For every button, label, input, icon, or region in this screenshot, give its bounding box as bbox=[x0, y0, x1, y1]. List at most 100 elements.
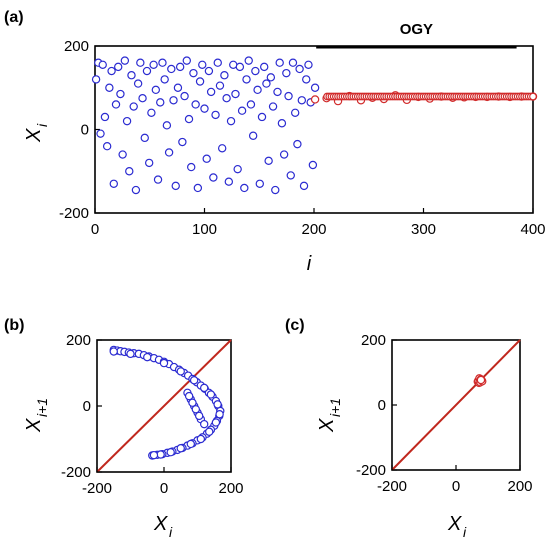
panel-c-xlabel: X i bbox=[447, 513, 467, 540]
chaotic-point bbox=[297, 96, 307, 105]
chaotic-point bbox=[242, 75, 251, 84]
panel-c-ticks: -200 0 200 -200 0 200 bbox=[356, 332, 533, 495]
chaotic-point bbox=[182, 56, 191, 65]
chaotic-point bbox=[206, 87, 216, 97]
chaotic-point bbox=[111, 100, 121, 109]
chaotic-point bbox=[171, 181, 180, 191]
chaotic-point bbox=[175, 62, 185, 72]
chaotic-point bbox=[253, 85, 262, 95]
chaotic-point bbox=[156, 98, 165, 107]
panel-c-ylabel-main: X bbox=[316, 418, 338, 433]
chaotic-point bbox=[149, 60, 158, 69]
panel-a-points bbox=[91, 56, 538, 195]
chaotic-point bbox=[310, 83, 320, 92]
chaotic-point bbox=[277, 119, 287, 128]
return-map-point bbox=[205, 427, 214, 436]
return-map-point bbox=[215, 410, 224, 419]
chaotic-point bbox=[213, 58, 222, 67]
panel-b-xtick-label: -200 bbox=[82, 480, 112, 497]
chaotic-point bbox=[120, 56, 130, 65]
panel-c-xtick-label: -200 bbox=[377, 478, 407, 495]
panel-c-label: (c) bbox=[285, 317, 305, 334]
chaotic-point bbox=[304, 60, 313, 69]
panel-b-ytick-label: 0 bbox=[83, 398, 91, 415]
panel-b: (b) -200 0 200 -200 0 200 X i X i+1 bbox=[4, 317, 244, 540]
panel-a-xtick-label: 100 bbox=[192, 221, 217, 238]
chaotic-point bbox=[224, 177, 234, 186]
return-map-point bbox=[156, 450, 165, 459]
chaotic-point bbox=[144, 158, 154, 168]
panel-a-ytick-label: 0 bbox=[81, 122, 89, 139]
chaotic-point bbox=[96, 129, 105, 138]
panel-c-ytick-label: 0 bbox=[378, 397, 386, 414]
chaotic-point bbox=[102, 141, 112, 151]
chaotic-point bbox=[140, 133, 149, 143]
chaotic-point bbox=[273, 87, 282, 97]
chaotic-point bbox=[231, 89, 240, 99]
chaotic-point bbox=[246, 100, 256, 109]
chaotic-point bbox=[217, 144, 227, 153]
chaotic-point bbox=[153, 175, 163, 184]
return-map-point bbox=[186, 439, 195, 449]
chaotic-point bbox=[193, 183, 203, 193]
chaotic-point bbox=[122, 116, 132, 126]
panel-c-ytick-label: 200 bbox=[361, 332, 386, 349]
return-map-point bbox=[176, 367, 185, 376]
panel-b-label: (b) bbox=[4, 317, 24, 334]
panel-a-ytick-label: 200 bbox=[64, 38, 89, 55]
panel-a-ylabel: X i bbox=[23, 123, 50, 143]
return-map-point bbox=[109, 347, 118, 356]
chaotic-point bbox=[282, 68, 291, 78]
chaotic-point bbox=[184, 114, 194, 124]
chaotic-point bbox=[191, 100, 200, 109]
panel-a-ytick-label: -200 bbox=[59, 205, 89, 222]
return-map-point bbox=[189, 376, 199, 385]
chaotic-point bbox=[260, 62, 269, 72]
return-map-point bbox=[194, 411, 204, 421]
return-map-point bbox=[196, 434, 206, 444]
chaotic-point bbox=[142, 66, 152, 76]
chaotic-point bbox=[127, 71, 136, 80]
chaotic-point bbox=[169, 96, 178, 105]
chaotic-point bbox=[162, 121, 172, 130]
chaotic-point bbox=[91, 75, 101, 84]
panel-a-xtick-label: 300 bbox=[411, 221, 436, 238]
chaotic-point bbox=[116, 89, 125, 99]
chaotic-point bbox=[211, 110, 220, 120]
chaotic-point bbox=[279, 150, 289, 159]
return-map-point bbox=[184, 391, 194, 401]
chaotic-point bbox=[284, 91, 293, 101]
return-map-point bbox=[211, 418, 221, 427]
chaotic-point bbox=[268, 102, 278, 111]
panel-c-diagonal bbox=[391, 339, 521, 471]
controlled-point bbox=[529, 92, 537, 101]
chaotic-point bbox=[266, 73, 276, 82]
chaotic-point bbox=[195, 77, 205, 86]
return-map-point bbox=[149, 450, 159, 460]
chaotic-point bbox=[251, 66, 260, 76]
chaotic-point bbox=[295, 64, 304, 74]
chaotic-point bbox=[164, 148, 174, 157]
chaotic-point bbox=[299, 181, 309, 191]
panel-c-xtick-label: 200 bbox=[507, 478, 532, 495]
chaotic-point bbox=[187, 162, 196, 172]
chaotic-point bbox=[220, 71, 229, 80]
chaotic-point bbox=[222, 93, 231, 103]
chaotic-point bbox=[98, 60, 107, 69]
chaotic-point bbox=[100, 112, 110, 122]
chaotic-point bbox=[302, 75, 311, 84]
panel-a-label: (a) bbox=[4, 9, 24, 26]
return-map-point bbox=[159, 358, 169, 368]
chaotic-point bbox=[129, 102, 138, 111]
chaotic-point bbox=[255, 179, 264, 188]
panel-b-ylabel-main: X bbox=[23, 418, 45, 433]
chaotic-point bbox=[209, 173, 218, 182]
panel-b-points bbox=[109, 345, 225, 460]
chaotic-point bbox=[290, 108, 300, 118]
panel-c-points bbox=[473, 374, 487, 388]
chaotic-point bbox=[233, 164, 242, 174]
panel-b-xlabel-sub: i bbox=[169, 524, 173, 540]
chaotic-point bbox=[244, 56, 253, 65]
chaotic-point bbox=[173, 83, 183, 92]
panel-b-xtick-label: 0 bbox=[160, 480, 168, 497]
